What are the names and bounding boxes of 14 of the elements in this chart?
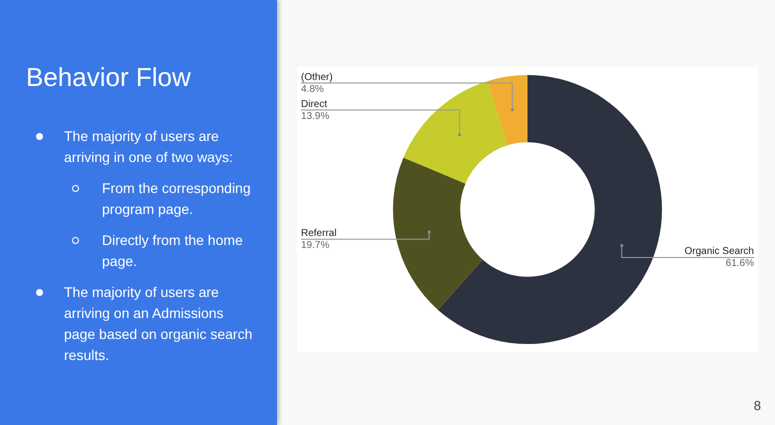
data-label: 61.6% — [726, 258, 754, 270]
slice-label: Referral — [301, 228, 337, 239]
data-label: 4.8% — [301, 84, 324, 95]
data-label: 13.9% — [301, 110, 330, 122]
data-label: 19.7% — [301, 240, 330, 251]
slice-label: Organic Search — [684, 246, 754, 258]
slice-label: (Other) — [301, 72, 333, 83]
chart-title: Behavior Flow — [26, 62, 191, 93]
text: The majority of users are arriving on an Admissions page based on organic search results. — [64, 284, 252, 363]
slice-label: Direct — [301, 98, 328, 110]
text: The majority of users are arriving in one of two ways: — [64, 128, 233, 165]
text: 8 — [754, 398, 761, 413]
text: From the corresponding program page. — [102, 180, 251, 217]
text: Directly from the home page. — [102, 232, 243, 269]
